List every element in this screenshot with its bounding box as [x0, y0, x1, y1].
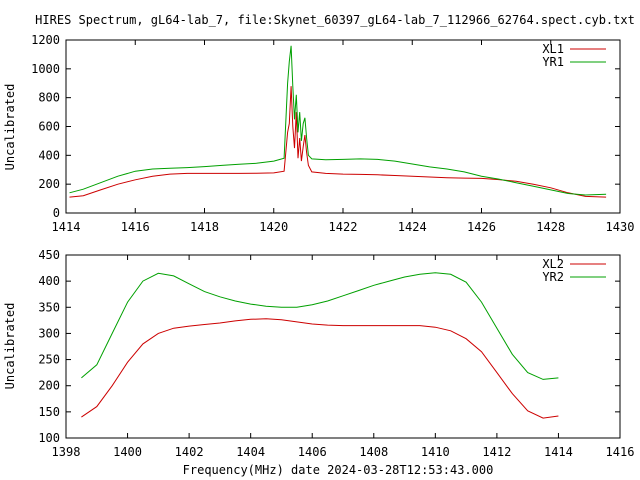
top-y-axis-label: Uncalibrated	[3, 84, 17, 171]
legend-label-yr1: YR1	[542, 55, 564, 69]
bottom-spectrum-panel: Uncalibrated 1398 1400 1402 1404 1406 1408 141…	[3, 248, 634, 459]
bottom-x-tick-label: 1410	[421, 445, 450, 459]
bottom-y-tick-label: 100	[38, 431, 60, 445]
top-x-tick-label: 1426	[467, 220, 496, 234]
top-x-tick-label: 1422	[329, 220, 358, 234]
series-line-yr2	[81, 272, 559, 380]
top-x-tick-label: 1416	[121, 220, 150, 234]
bottom-x-tick-label: 1398	[52, 445, 81, 459]
legend-label-yr2: YR2	[542, 270, 564, 284]
bottom-x-tick-label: 1406	[298, 445, 327, 459]
legend-label-xl1: XL1	[542, 42, 564, 56]
top-y-tick-label: 800	[38, 91, 60, 105]
bottom-y-tick-label: 150	[38, 405, 60, 419]
top-y-tick-label: 600	[38, 120, 60, 134]
top-x-tick-label: 1420	[259, 220, 288, 234]
x-axis-label: Frequency(MHz) date 2024-03-28T12:53:43.…	[183, 463, 494, 477]
bottom-y-tick-label: 250	[38, 353, 60, 367]
bottom-x-tick-label: 1404	[236, 445, 265, 459]
bottom-x-tick-label: 1408	[359, 445, 388, 459]
bottom-y-tick-label: 300	[38, 326, 60, 340]
bottom-y-tick-label: 350	[38, 300, 60, 314]
figure-title: HIRES Spectrum, gL64-lab_7, file:Skynet_…	[35, 13, 635, 27]
legend-label-xl2: XL2	[542, 257, 564, 271]
bottom-x-tick-label: 1400	[113, 445, 142, 459]
top-x-tick-label: 1424	[398, 220, 427, 234]
bottom-x-tick-label: 1412	[482, 445, 511, 459]
top-x-tick-label: 1414	[52, 220, 81, 234]
top-x-tick-label: 1418	[190, 220, 219, 234]
bottom-x-tick-label: 1402	[175, 445, 204, 459]
top-y-tick-label: 1000	[31, 62, 60, 76]
top-x-tick-label: 1428	[536, 220, 565, 234]
bottom-x-tick-label: 1416	[606, 445, 635, 459]
top-y-tick-label: 400	[38, 148, 60, 162]
bottom-y-axis-label: Uncalibrated	[3, 303, 17, 390]
top-y-tick-label: 200	[38, 177, 60, 191]
top-x-tick-label: 1430	[606, 220, 635, 234]
top-y-tick-label: 1200	[31, 33, 60, 47]
series-line-yr1	[69, 45, 607, 196]
top-y-tick-label: 0	[53, 206, 60, 220]
top-spectrum-panel: Uncalibrated 1414 1416 1418 1420 1422 1424 142…	[3, 33, 634, 234]
bottom-plot-frame	[65, 254, 621, 439]
bottom-y-tick-label: 450	[38, 248, 60, 262]
bottom-y-tick-label: 200	[38, 379, 60, 393]
series-line-xl1	[69, 86, 607, 198]
bottom-y-tick-label: 400	[38, 274, 60, 288]
series-line-xl2	[81, 318, 559, 419]
bottom-x-tick-label: 1414	[544, 445, 573, 459]
